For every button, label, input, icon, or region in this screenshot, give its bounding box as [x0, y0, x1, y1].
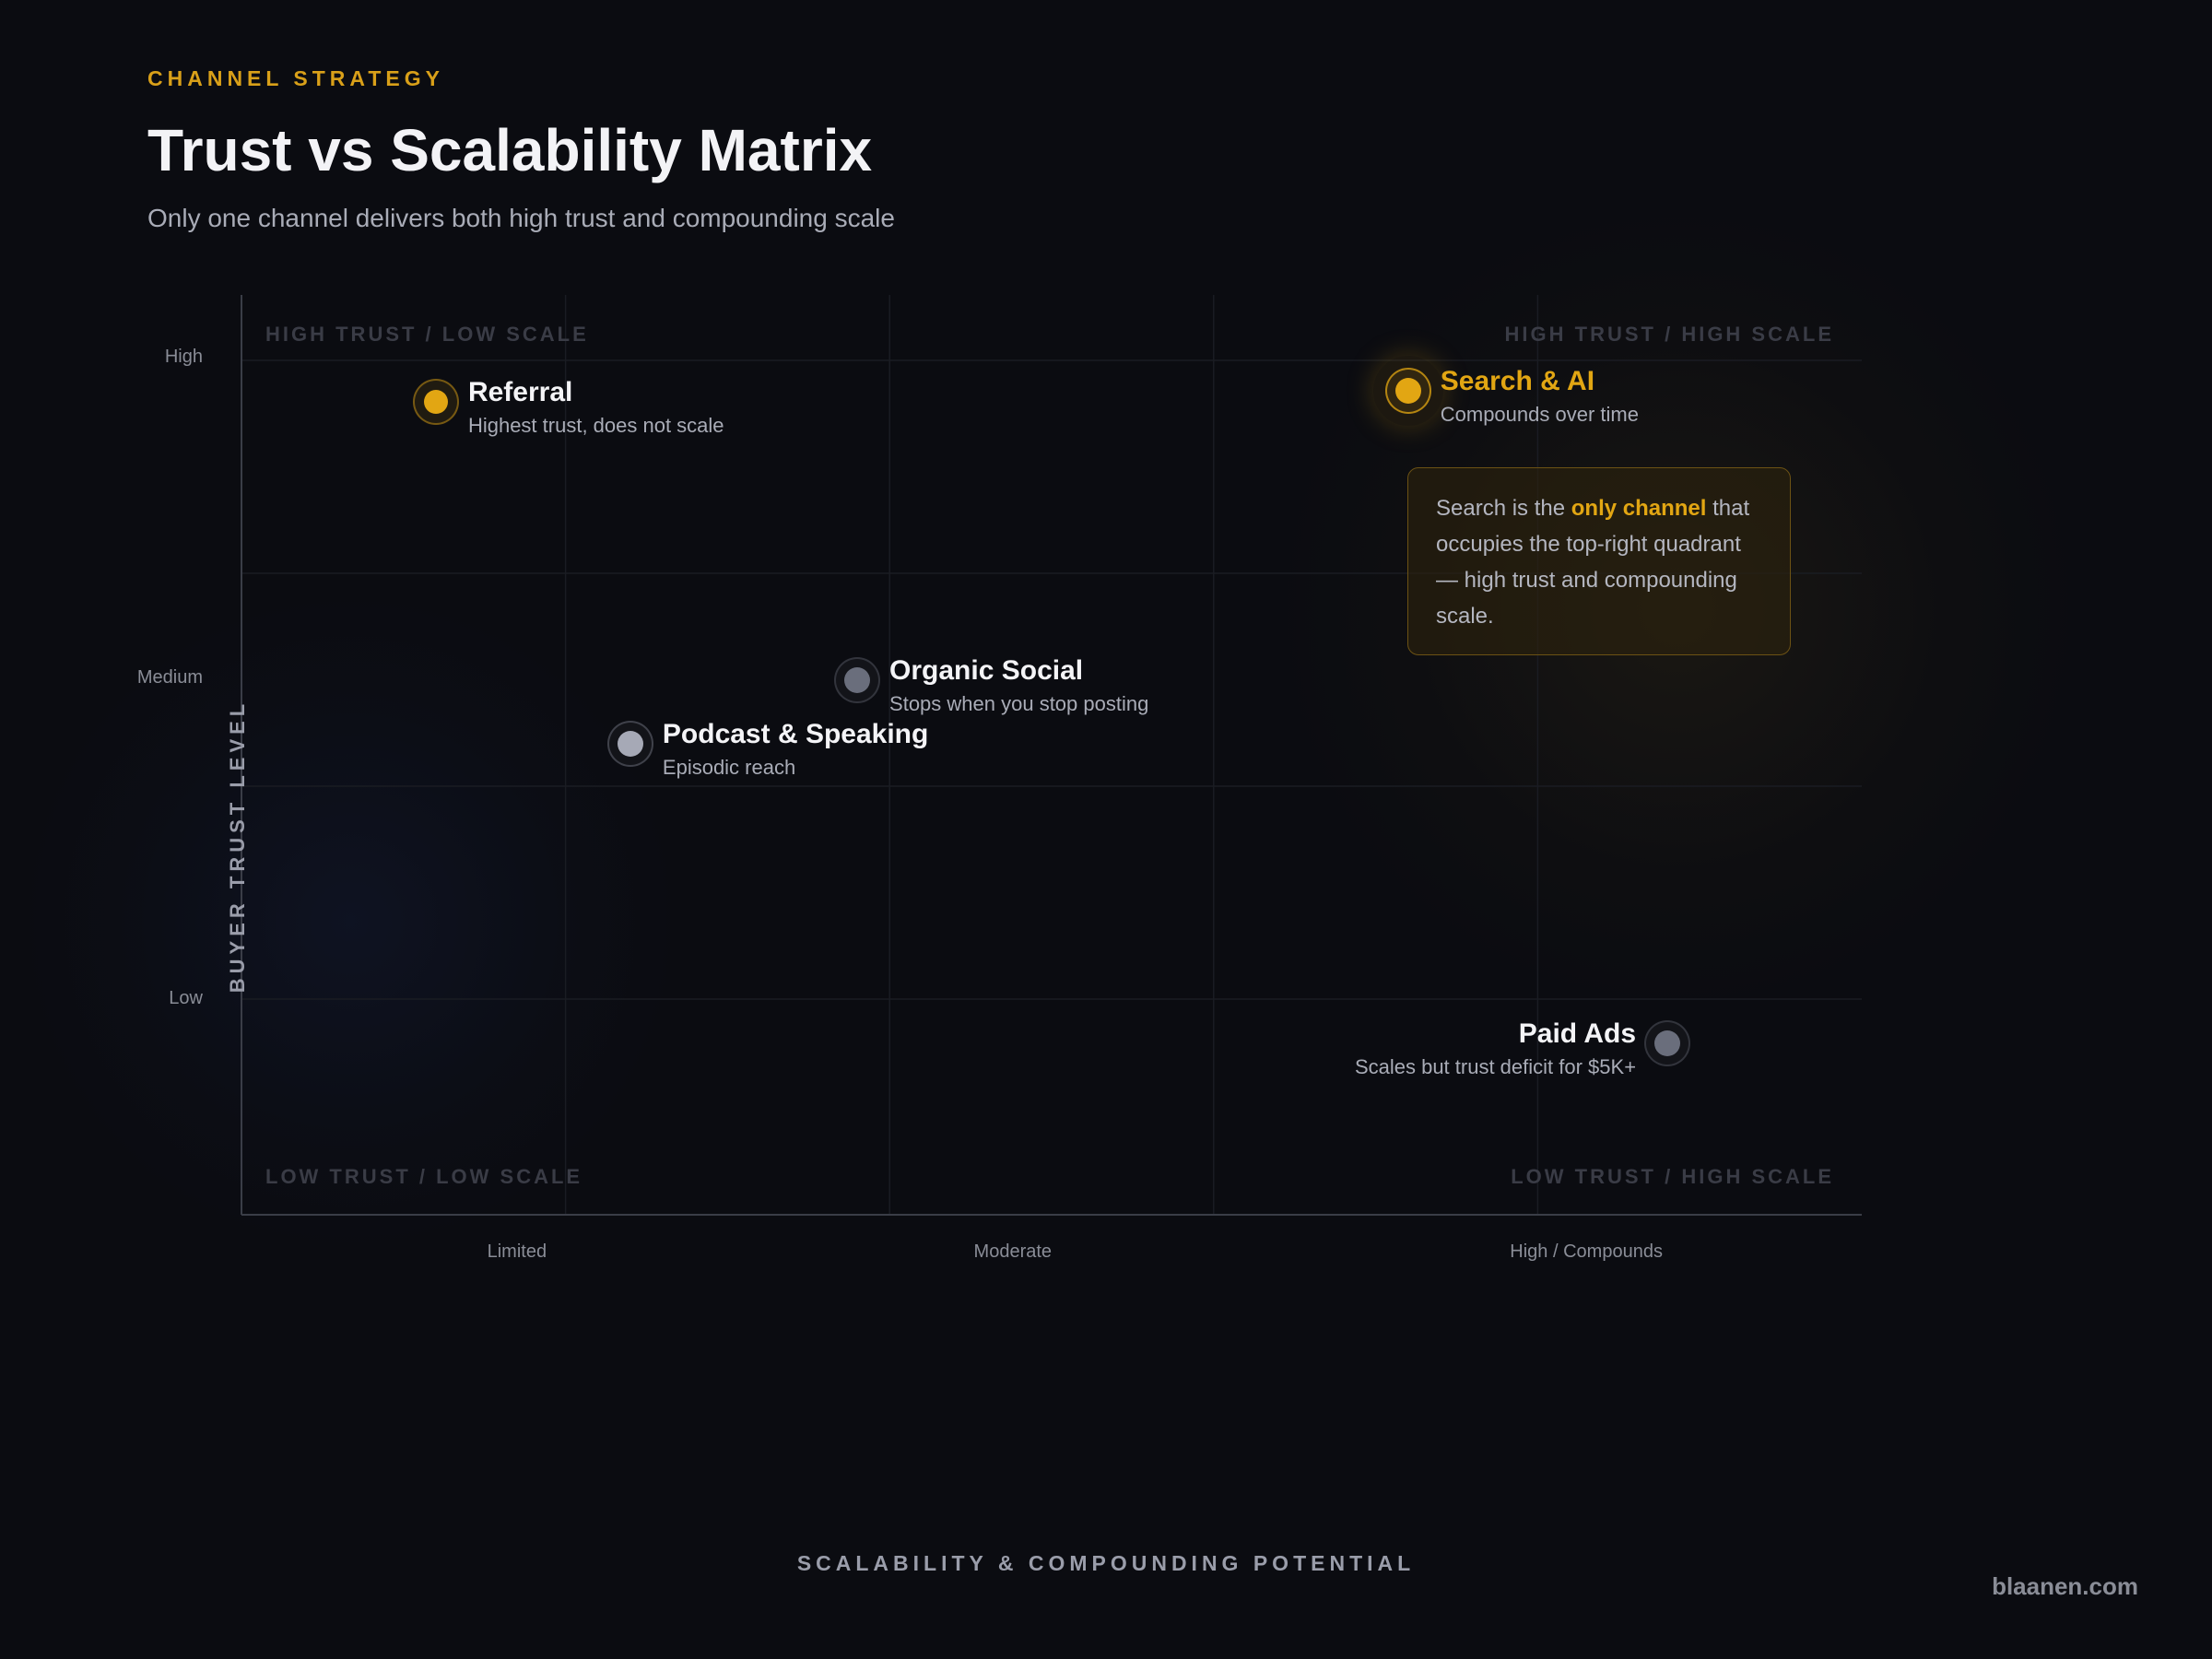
callout-highlight: only channel — [1571, 496, 1707, 521]
point-podcast-speaking[interactable] — [617, 731, 643, 758]
point-label-referral: Referral Highest trust, does not scale — [468, 376, 724, 440]
point-referral[interactable] — [423, 390, 448, 415]
point-name: Podcast & Speaking — [662, 719, 929, 750]
callout-text-start: Search is the — [1436, 496, 1571, 521]
point-search-ai[interactable] — [1394, 378, 1421, 405]
point-description: Scales but trust deficit for $5K+ — [1354, 1055, 1637, 1079]
point-description: Episodic reach — [662, 756, 796, 780]
quadrant-label-top-right: HIGH TRUST / HIGH SCALE — [1504, 323, 1834, 346]
point-description: Highest trust, does not scale — [467, 414, 724, 438]
y-axis-label: BUYER TRUST LEVEL — [226, 699, 249, 994]
page-title: Trust vs Scalability Matrix — [147, 117, 873, 183]
insight-callout: Search is the only channel that occupies… — [1407, 467, 1791, 655]
point-name: Referral — [467, 377, 573, 408]
point-label-organic-social: Organic Social Stops when you stop postin… — [889, 654, 1148, 718]
y-tick-label: Low — [169, 987, 203, 1008]
point-organic-social[interactable] — [844, 666, 871, 693]
grid-lines — [241, 295, 1862, 1215]
y-tick-label: Medium — [136, 666, 203, 688]
page-subtitle: Only one channel delivers both high trus… — [147, 204, 895, 232]
x-axis-label: SCALABILITY & COMPOUNDING POTENTIAL — [796, 1551, 1416, 1575]
point-name: Paid Ads — [1518, 1018, 1637, 1050]
point-label-paid-ads: Paid Ads Scales but trust deficit for $5K… — [1355, 1018, 1636, 1081]
point-description: Stops when you stop posting — [889, 691, 1149, 715]
y-tick-label: High — [164, 346, 203, 367]
quadrant-label-top-left: HIGH TRUST / LOW SCALE — [265, 323, 589, 346]
brand-watermark: blaanen.com — [1992, 1572, 2138, 1600]
x-tick-label: Limited — [487, 1241, 547, 1262]
point-name: Search & AI — [1440, 366, 1595, 397]
background-glow-blue — [18, 590, 682, 1253]
point-label-podcast-speaking: Podcast & Speaking Episodic reach — [663, 718, 928, 782]
quadrant-label-bottom-left: LOW TRUST / LOW SCALE — [265, 1165, 583, 1188]
point-paid-ads[interactable] — [1654, 1030, 1681, 1057]
point-name: Organic Social — [889, 654, 1084, 686]
eyebrow-label: CHANNEL STRATEGY — [147, 66, 444, 90]
point-label-search-ai: Search & AI Compounds over time — [1441, 365, 1639, 429]
callout-text-end: that occupies the top-right quadrant — h… — [1436, 496, 1750, 629]
x-tick-label: High / Compounds — [1510, 1241, 1663, 1262]
quadrant-label-bottom-right: LOW TRUST / HIGH SCALE — [1511, 1165, 1834, 1188]
axes — [241, 295, 1862, 1216]
point-description: Compounds over time — [1440, 403, 1639, 427]
x-tick-label: Moderate — [973, 1241, 1053, 1262]
